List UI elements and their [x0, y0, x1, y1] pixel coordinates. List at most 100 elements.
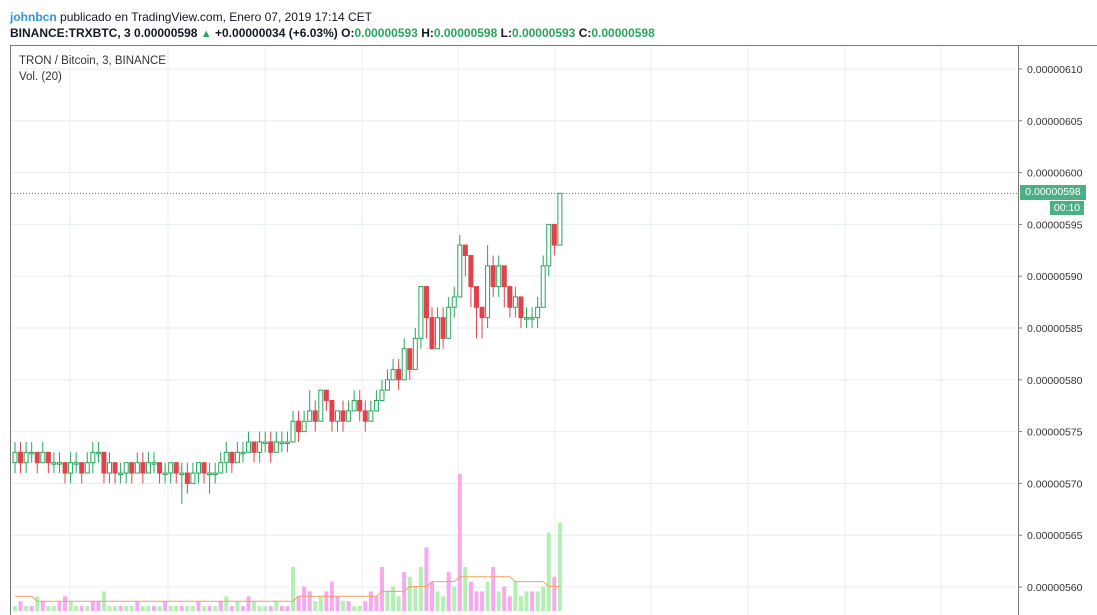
candle-body	[385, 379, 391, 391]
price-change: +0.00000034 (+6.03%)	[215, 26, 338, 40]
volume-bar	[218, 601, 223, 611]
candle-body	[290, 420, 296, 443]
volume-bar	[424, 547, 429, 611]
volume-bar	[385, 591, 390, 611]
volume-bar	[29, 606, 34, 611]
chart-pane[interactable]	[10, 45, 1018, 615]
volume-bar	[235, 601, 240, 611]
candle-body	[218, 462, 224, 474]
candle-body	[485, 265, 491, 319]
volume-bar	[107, 606, 112, 611]
candle-body	[379, 389, 385, 402]
candle-body	[140, 462, 146, 474]
candle-body	[62, 462, 68, 474]
price-tick-label: 0.00000595	[1027, 219, 1083, 231]
candle-body	[479, 306, 485, 319]
price-tick-label: 0.00000575	[1027, 427, 1083, 439]
candle-body	[390, 368, 396, 381]
publish-text: publicado en TradingView.com, Enero 07, …	[60, 10, 372, 24]
price-tick-label: 0.00000560	[1027, 582, 1083, 594]
candle-body	[373, 400, 379, 412]
candle-body	[107, 462, 113, 474]
volume-bar	[296, 596, 301, 611]
volume-bar	[90, 601, 95, 611]
triangle-up-icon: ▲	[200, 28, 212, 40]
candle-body	[190, 472, 196, 484]
volume-bar	[168, 606, 173, 611]
candle-body	[429, 317, 435, 350]
chart-legend-title[interactable]: TRON / Bitcoin, 3, BINANCE	[19, 55, 166, 67]
volume-bar	[113, 606, 118, 611]
candle-body	[462, 244, 468, 256]
candle-body	[529, 317, 535, 320]
volume-bar	[207, 606, 212, 611]
volume-bar	[341, 601, 346, 611]
candle-body	[296, 420, 302, 433]
volume-bar	[513, 581, 518, 611]
candle-body	[84, 462, 90, 474]
candle-body	[251, 441, 257, 453]
candle-body	[351, 400, 357, 412]
volume-bar	[74, 606, 79, 611]
volume-bar	[302, 586, 307, 611]
candle-body	[284, 441, 290, 444]
volume-bar	[35, 596, 40, 611]
candle-body	[123, 462, 129, 474]
volume-bar	[240, 606, 245, 611]
candle-body	[501, 265, 507, 288]
candle-body	[179, 472, 185, 476]
candle-body	[23, 451, 29, 464]
low-value: 0.00000593	[511, 26, 576, 40]
volume-legend[interactable]: Vol. (20)	[19, 71, 62, 83]
volume-bar	[85, 606, 90, 611]
close-label: C:	[578, 26, 592, 40]
last-price: 0.00000598	[134, 26, 198, 40]
volume-bar	[263, 606, 268, 611]
open-value: 0.00000593	[354, 26, 418, 40]
candle-body	[18, 451, 24, 464]
volume-bar	[557, 522, 562, 611]
author-name[interactable]: johnbcn	[10, 10, 57, 24]
volume-bar	[24, 606, 29, 611]
volume-bar	[63, 596, 68, 611]
candle-body	[412, 337, 418, 370]
volume-bar	[407, 576, 412, 611]
volume-bar	[368, 591, 373, 611]
price-tick-label: 0.00000585	[1027, 323, 1083, 335]
volume-bar	[13, 606, 17, 611]
candle-body	[468, 254, 474, 288]
candle-body	[557, 192, 563, 246]
volume-bar	[129, 606, 134, 611]
volume-bar	[274, 601, 279, 611]
volume-bar	[524, 591, 529, 611]
price-tick-label: 0.00000590	[1027, 271, 1083, 283]
volume-bar	[446, 571, 451, 611]
volume-bar	[346, 601, 351, 611]
candle-body	[518, 296, 524, 319]
candle-body	[45, 451, 51, 464]
candle-body	[145, 462, 151, 474]
candle-body	[440, 317, 446, 339]
high-value: 0.00000598	[433, 26, 498, 40]
volume-bar	[507, 596, 512, 611]
candle-body	[112, 462, 118, 474]
volume-bar	[18, 601, 23, 611]
candle-body	[329, 400, 335, 422]
volume-bar	[552, 576, 557, 611]
last-price-tag: 0.00000598	[1020, 185, 1086, 200]
candle-body	[129, 462, 135, 474]
candle-body	[307, 410, 313, 422]
candle-body	[12, 451, 18, 464]
candle-body	[323, 389, 329, 402]
volume-bar	[291, 566, 295, 611]
candle-body	[524, 317, 530, 320]
volume-bar	[435, 591, 440, 611]
volume-bar	[518, 596, 523, 611]
candle-body	[262, 441, 268, 444]
volume-bar	[474, 591, 479, 611]
candle-body	[312, 410, 318, 422]
volume-bar	[324, 591, 329, 611]
candle-body	[240, 451, 246, 455]
candle-body	[473, 286, 479, 308]
